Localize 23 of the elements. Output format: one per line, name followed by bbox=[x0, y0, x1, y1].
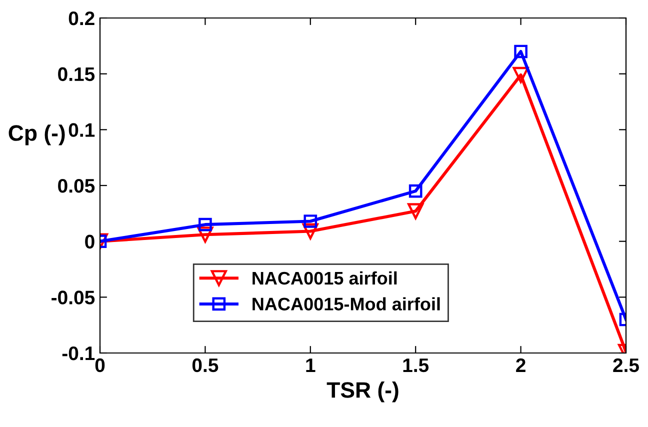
y-tick-label: 0.1 bbox=[68, 123, 95, 137]
y-tick-label: 0.05 bbox=[58, 178, 95, 193]
x-tick-label: 0 bbox=[95, 358, 105, 372]
legend-label: NACA0015-Mod airfoil bbox=[252, 297, 440, 310]
y-axis-title: Cp (-) bbox=[8, 124, 65, 146]
point bbox=[514, 44, 528, 58]
legend-label: NACA0015 airfoil bbox=[252, 271, 397, 285]
point bbox=[408, 203, 424, 220]
y-tick-label: 0.2 bbox=[68, 11, 94, 26]
point bbox=[302, 223, 318, 240]
x-tick-label: 2 bbox=[516, 358, 526, 372]
x-tick-label: 1.5 bbox=[403, 358, 429, 372]
y-tick-label: 0.15 bbox=[58, 67, 95, 82]
y-tick-label: -0.05 bbox=[52, 290, 95, 304]
x-tick-label: 2.5 bbox=[613, 358, 639, 372]
x-tick-label: 1 bbox=[306, 358, 316, 372]
point bbox=[304, 214, 318, 228]
point bbox=[512, 66, 529, 84]
y-tick-label: -0.1 bbox=[62, 346, 95, 360]
x-axis-title: TSR (-) bbox=[326, 382, 398, 402]
x-tick-label: 0.5 bbox=[192, 358, 218, 372]
point bbox=[408, 184, 422, 198]
y-tick-label: 0 bbox=[85, 234, 94, 249]
